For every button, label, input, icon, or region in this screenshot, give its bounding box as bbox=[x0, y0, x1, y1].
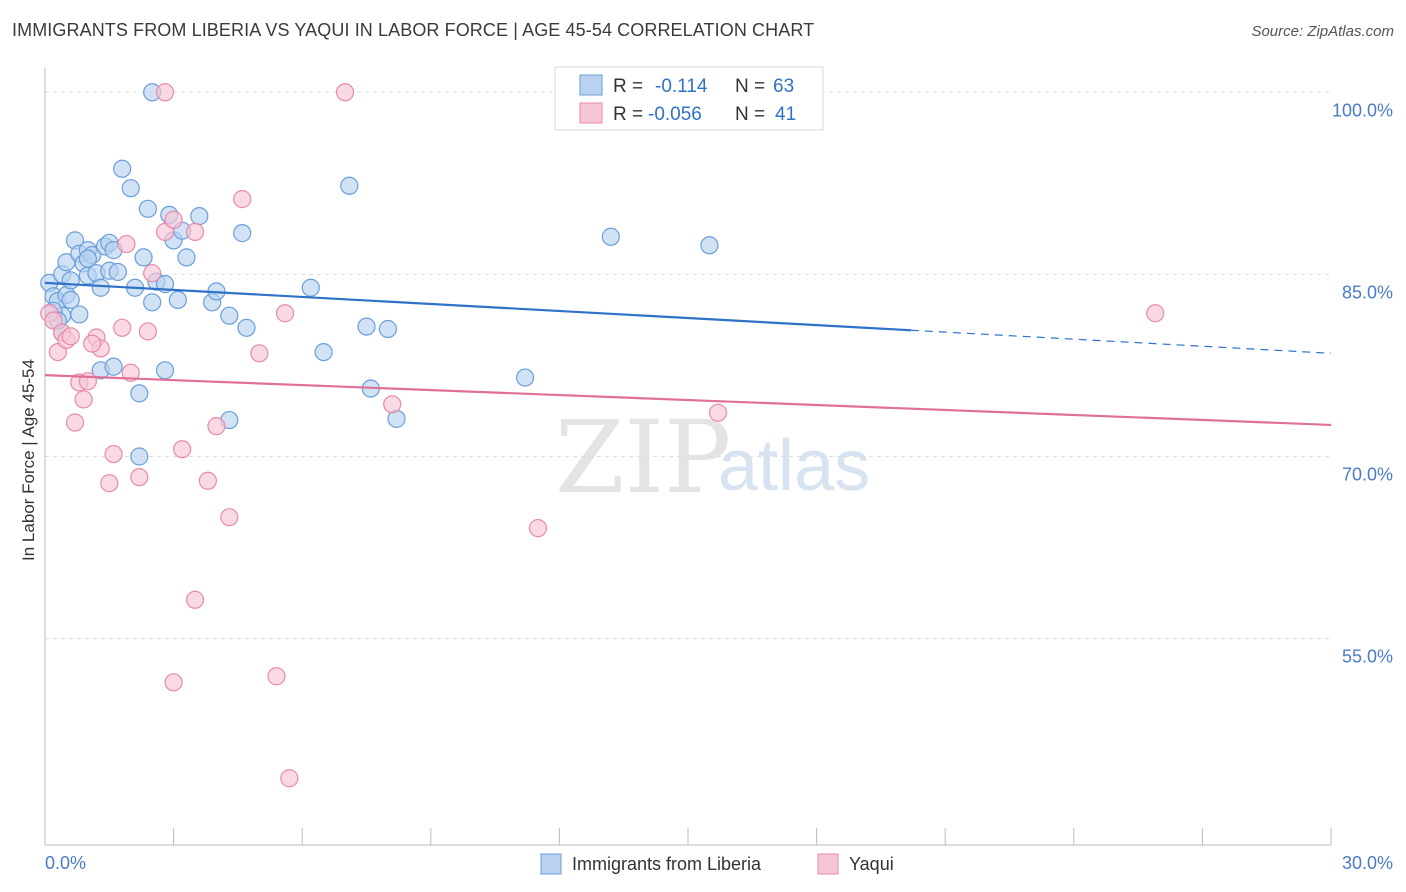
legend-liberia-swatch bbox=[540, 853, 562, 875]
liberia-point bbox=[378, 319, 398, 339]
series-legend: Immigrants from Liberia Yaqui bbox=[540, 853, 894, 875]
liberia-point bbox=[61, 271, 80, 290]
legend-r-value-2: -0.056 bbox=[648, 104, 702, 125]
liberia-point bbox=[78, 249, 97, 268]
yaqui-point bbox=[61, 327, 80, 346]
legend-n-value-1: 63 bbox=[773, 76, 794, 97]
liberia-point bbox=[108, 262, 127, 282]
yaqui-point bbox=[78, 372, 97, 391]
yaqui-point bbox=[117, 234, 136, 254]
liberia-trend-extension bbox=[910, 329, 1332, 354]
legend-n-value-2: 41 bbox=[775, 104, 796, 125]
liberia-point bbox=[121, 179, 140, 198]
yaqui-point bbox=[383, 395, 402, 414]
yaqui-point bbox=[335, 83, 355, 102]
yaqui-point bbox=[121, 363, 140, 382]
liberia-point bbox=[104, 357, 123, 376]
liberia-point bbox=[301, 278, 320, 297]
legend-blue-swatch bbox=[579, 74, 603, 96]
yaqui-point bbox=[233, 190, 252, 209]
yaqui-trend-line bbox=[44, 374, 1332, 427]
x-tick-label: 0.0% bbox=[45, 853, 86, 873]
liberia-point bbox=[190, 207, 209, 226]
yaqui-point bbox=[113, 318, 132, 337]
chart-title: IMMIGRANTS FROM LIBERIA VS YAQUI IN LABO… bbox=[12, 20, 815, 40]
legend-yaqui-label: Yaqui bbox=[849, 854, 894, 874]
liberia-point bbox=[177, 248, 196, 267]
y-tick-label: 85.0% bbox=[1342, 282, 1393, 302]
axes bbox=[44, 68, 1332, 846]
legend-r-value-1: -0.114 bbox=[655, 76, 708, 97]
legend-r-label-1: R = bbox=[613, 76, 643, 97]
yaqui-point bbox=[138, 322, 157, 341]
liberia-point bbox=[516, 368, 535, 387]
liberia-point bbox=[357, 317, 376, 336]
liberia-point bbox=[233, 224, 252, 243]
source-credit: Source: ZipAtlas.com bbox=[1251, 23, 1394, 40]
liberia-point bbox=[113, 159, 132, 178]
yaqui-point bbox=[250, 344, 269, 363]
yaqui-point bbox=[280, 769, 299, 788]
yaqui-point bbox=[275, 304, 295, 323]
yaqui-point bbox=[528, 519, 548, 538]
watermark-atlas: atlas bbox=[718, 426, 870, 506]
liberia-point bbox=[138, 199, 157, 218]
liberia-point bbox=[70, 305, 89, 324]
correlation-legend: R = -0.114 N = 63 R = -0.056 N = 41 bbox=[554, 66, 824, 131]
trend-lines bbox=[44, 281, 1332, 427]
legend-yaqui-swatch bbox=[817, 853, 839, 875]
x-tick-label: 30.0% bbox=[1342, 853, 1393, 873]
legend-pink-swatch bbox=[579, 102, 603, 124]
yaqui-point bbox=[104, 444, 123, 464]
liberia-point bbox=[130, 447, 149, 466]
series-liberia-points bbox=[40, 83, 719, 466]
yaqui-point bbox=[220, 508, 239, 527]
yaqui-point bbox=[267, 667, 286, 686]
watermark-zip: ZIP bbox=[555, 399, 731, 516]
yaqui-point bbox=[155, 83, 175, 102]
liberia-point bbox=[340, 176, 359, 195]
grid-lines bbox=[45, 91, 1331, 640]
yaqui-point bbox=[198, 471, 217, 490]
yaqui-point bbox=[207, 417, 226, 436]
liberia-point bbox=[130, 384, 149, 403]
liberia-point bbox=[155, 361, 175, 380]
yaqui-point bbox=[83, 334, 102, 353]
liberia-point bbox=[61, 290, 80, 309]
legend-r-label-2: R = bbox=[613, 104, 643, 125]
yaqui-point bbox=[74, 390, 93, 409]
series-yaqui-points bbox=[40, 83, 1165, 788]
yaqui-point bbox=[164, 210, 183, 229]
legend-n-label-1: N = bbox=[735, 76, 765, 97]
yaqui-point bbox=[173, 440, 192, 459]
yaqui-point bbox=[100, 474, 119, 493]
liberia-point bbox=[700, 236, 719, 255]
liberia-point bbox=[143, 293, 162, 312]
liberia-point bbox=[237, 318, 256, 337]
y-axis-label: In Labor Force | Age 45-54 bbox=[19, 359, 38, 561]
y-tick-label: 100.0% bbox=[1332, 100, 1393, 120]
liberia-point bbox=[220, 306, 239, 325]
legend-n-label-2: N = bbox=[735, 104, 765, 125]
legend-liberia-label: Immigrants from Liberia bbox=[572, 854, 762, 874]
yaqui-point bbox=[185, 590, 205, 609]
tick-labels: 100.0% 85.0% 70.0% 55.0% 0.0% 30.0% bbox=[45, 100, 1393, 873]
liberia-point bbox=[314, 342, 333, 362]
yaqui-point bbox=[65, 413, 85, 432]
yaqui-point bbox=[1146, 304, 1165, 323]
liberia-point bbox=[91, 278, 110, 297]
y-tick-label: 70.0% bbox=[1342, 465, 1393, 485]
liberia-trend-line bbox=[44, 281, 911, 332]
yaqui-point bbox=[185, 222, 205, 241]
yaqui-point bbox=[164, 673, 183, 692]
liberia-point bbox=[601, 227, 620, 246]
yaqui-point bbox=[708, 403, 728, 422]
liberia-point bbox=[134, 248, 153, 267]
liberia-point bbox=[168, 290, 187, 309]
yaqui-point bbox=[143, 264, 162, 283]
yaqui-point bbox=[130, 468, 149, 487]
y-tick-label: 55.0% bbox=[1342, 647, 1393, 667]
